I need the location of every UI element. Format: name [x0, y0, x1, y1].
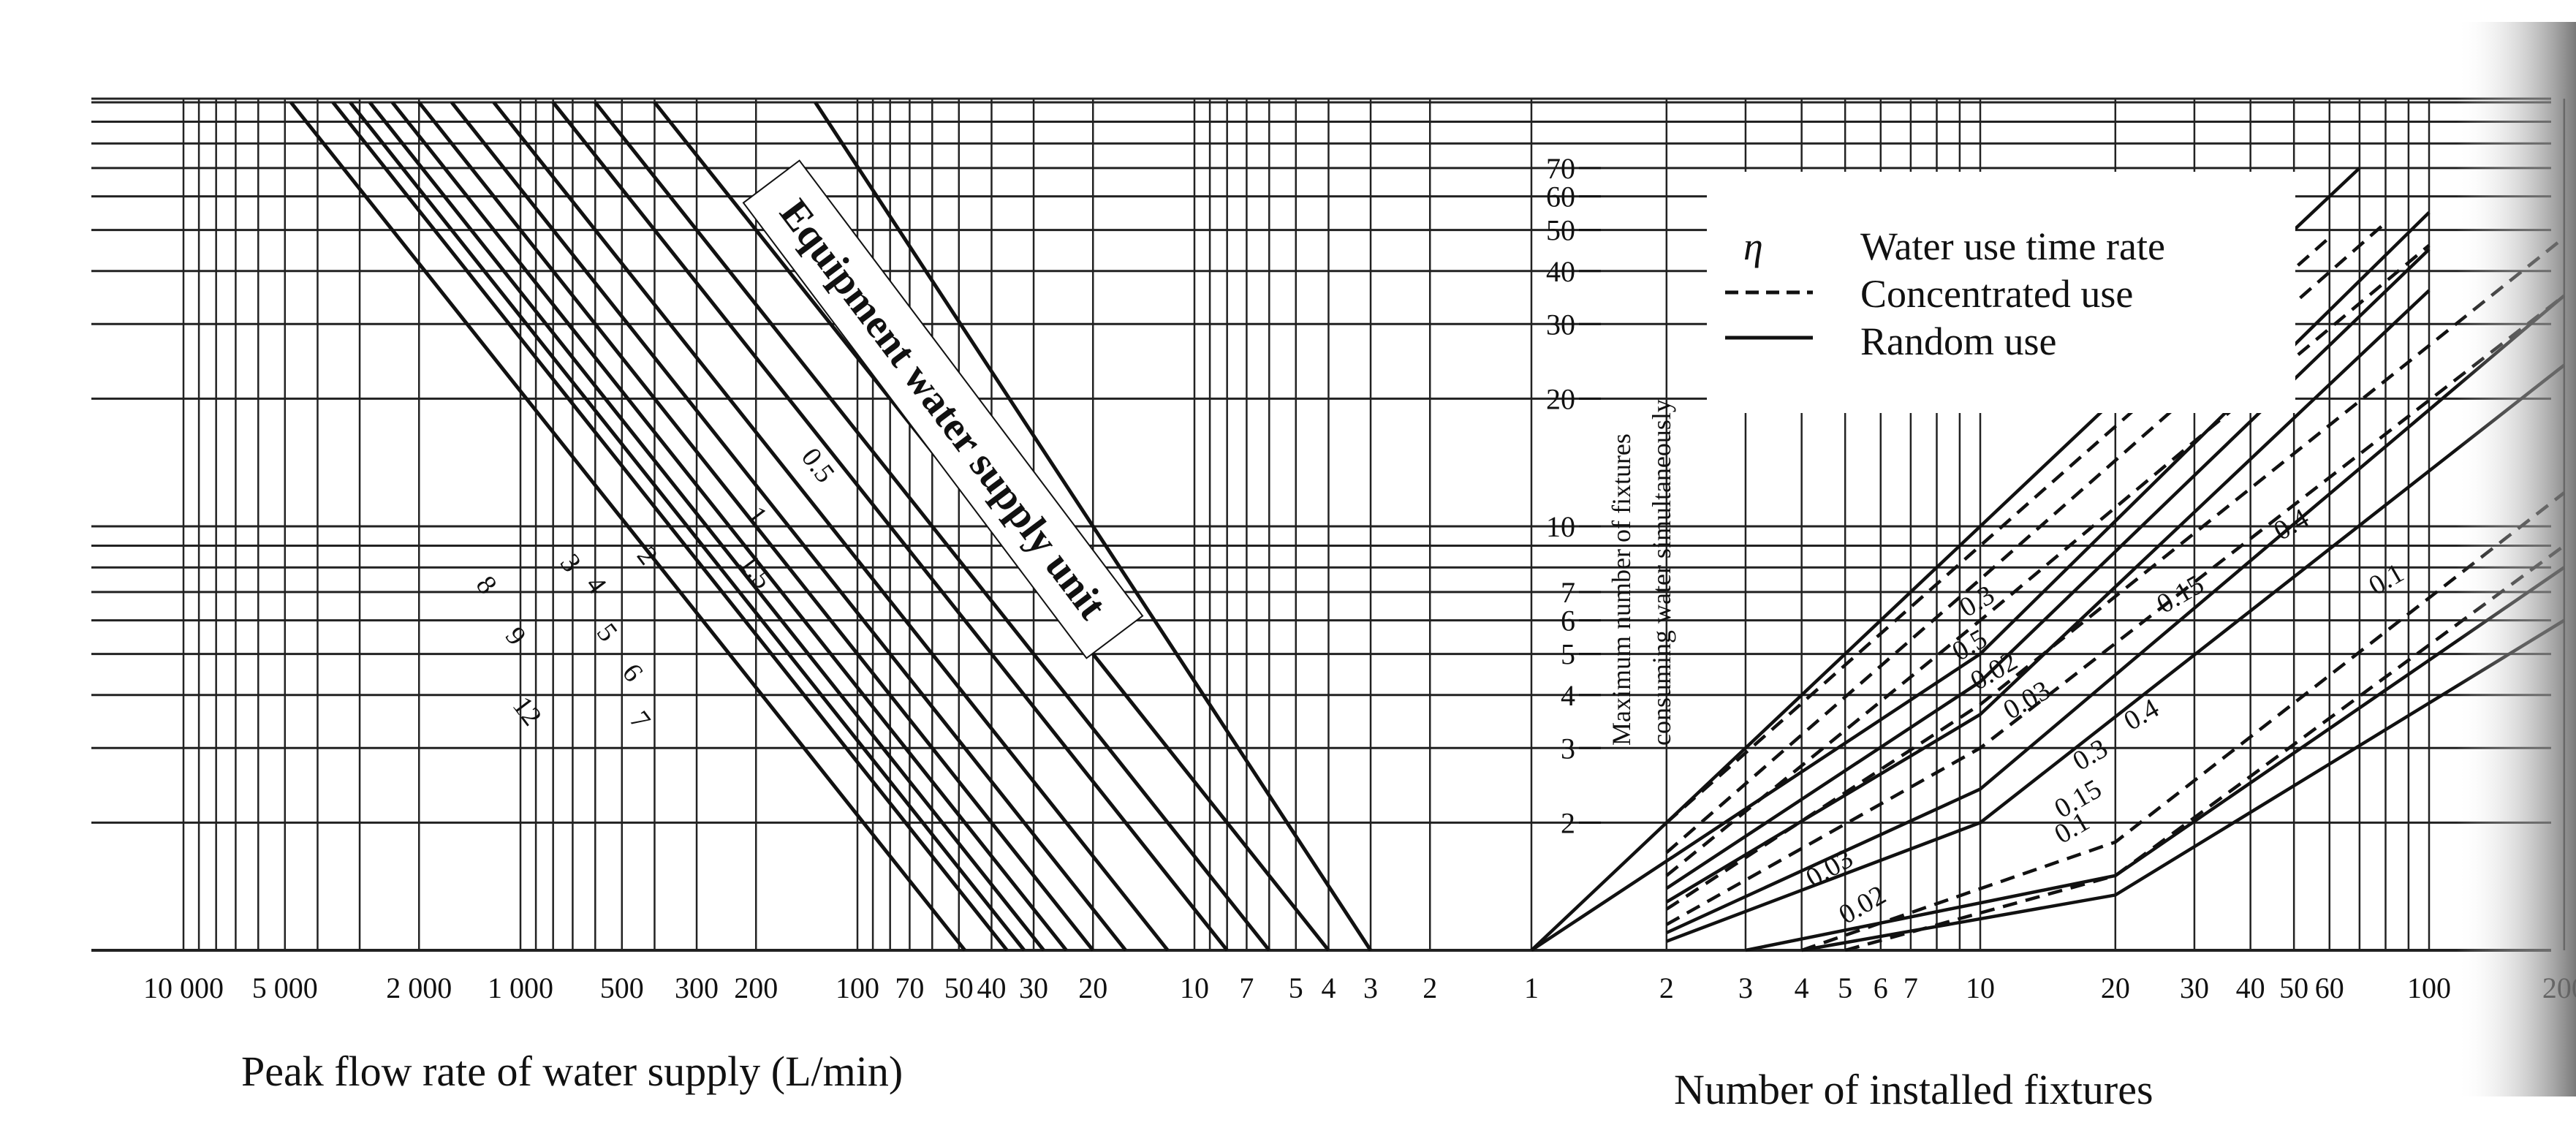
x-tick-right: 20 [2101, 971, 2130, 1004]
x-tick-right: 10 [1966, 971, 1995, 1004]
unit-line-5 [417, 101, 1095, 952]
x-tick-right: 2 [1659, 971, 1674, 1004]
x-tick-left: 200 [734, 971, 778, 1004]
x-tick-left: 30 [1019, 971, 1048, 1004]
fixture-curve [1801, 618, 2566, 952]
fixture-curve [1745, 566, 2566, 952]
fixture-curve [1665, 294, 2566, 926]
unit-line-8 [349, 101, 1026, 952]
x-tick-left: 5 000 [252, 971, 318, 1004]
fixture-curve [1666, 363, 2566, 943]
y-tick: 7 [1561, 576, 1575, 609]
x-tick-right: 5 [1838, 971, 1852, 1004]
y-tick: 70 [1546, 152, 1575, 185]
x-tick-left: 40 [977, 971, 1006, 1004]
x-tick-left: 3 [1363, 971, 1378, 1004]
y-tick: 20 [1546, 382, 1575, 415]
x-tick-right: 6 [1874, 971, 1888, 1004]
x-tick-left: 300 [675, 971, 719, 1004]
legend-title: η [1743, 224, 1763, 268]
x-tick-right: 50 [2279, 971, 2308, 1004]
legend-entry-random: Random use [1860, 319, 2056, 363]
unit-line-7 [368, 101, 1045, 952]
fixture-curve [1800, 491, 2566, 952]
x-tick-right: 60 [2315, 971, 2344, 1004]
y-tick: 4 [1561, 679, 1575, 712]
right-x-axis-title: Number of installed fixtures [1674, 1066, 2153, 1113]
left-x-axis-title: Peak flow rate of water supply (L/min) [241, 1048, 903, 1095]
x-tick-left: 5 [1289, 971, 1303, 1004]
unit-line-2 [551, 101, 1229, 952]
unit-line-1.5 [594, 101, 1271, 952]
legend-title-text: Water use time rate [1860, 224, 2165, 268]
x-tick-left: 10 000 [143, 971, 224, 1004]
unit-banner-box [742, 159, 1144, 659]
unit-line-3 [492, 101, 1170, 952]
x-tick-right: 1 [1524, 971, 1539, 1004]
fixture-curve [1665, 294, 2566, 935]
x-tick-left: 1 000 [488, 971, 553, 1004]
y-tick: 60 [1546, 181, 1575, 213]
legend-entry-concentrated: Concentrated use [1860, 272, 2133, 316]
x-tick-left: 10 [1180, 971, 1209, 1004]
y-tick: 6 [1561, 605, 1575, 637]
x-tick-left: 20 [1078, 971, 1107, 1004]
y-tick: 3 [1561, 732, 1575, 765]
y-tick: 40 [1546, 255, 1575, 288]
legend-box [1707, 172, 2295, 413]
x-tick-right: 100 [2407, 971, 2451, 1004]
fixture-curve [1665, 289, 2431, 904]
unit-line-12 [289, 101, 966, 952]
y-tick: 50 [1546, 214, 1575, 247]
x-tick-left: 50 [944, 971, 974, 1004]
x-tick-right: 4 [1795, 971, 1809, 1004]
unit-line-6 [390, 101, 1068, 952]
x-tick-right: 3 [1738, 971, 1753, 1004]
x-tick-left: 7 [1239, 971, 1254, 1004]
unit-line-0.5 [814, 101, 1373, 952]
y-tick: 30 [1546, 308, 1575, 341]
scan-edge-shadow [2456, 22, 2576, 1096]
y-axis-title: Maximum number of fixtures consuming wat… [1607, 399, 1676, 746]
x-tick-left: 100 [836, 971, 879, 1004]
unit-line-9 [331, 101, 1009, 952]
fixture-curve [1665, 243, 2431, 877]
x-tick-right: 30 [2180, 971, 2209, 1004]
x-tick-left: 4 [1321, 971, 1336, 1004]
x-tick-right: 7 [1903, 971, 1918, 1004]
legend: η Water use time rate Concentrated use R… [1707, 172, 2295, 413]
left-panel-lines [289, 101, 1373, 952]
x-tick-left: 2 [1423, 971, 1437, 1004]
y-tick: 10 [1546, 510, 1575, 543]
y-axis-title-line2: consuming water simultaneously [1647, 399, 1676, 746]
x-tick-right: 40 [2236, 971, 2265, 1004]
y-tick: 5 [1561, 638, 1575, 671]
y-tick: 2 [1561, 806, 1575, 839]
x-tick-left: 70 [895, 971, 924, 1004]
x-tick-left: 2 000 [386, 971, 452, 1004]
unit-line-4 [450, 101, 1127, 952]
x-tick-left: 500 [600, 971, 644, 1004]
y-axis-title-line1: Maximum number of fixtures [1607, 433, 1636, 746]
